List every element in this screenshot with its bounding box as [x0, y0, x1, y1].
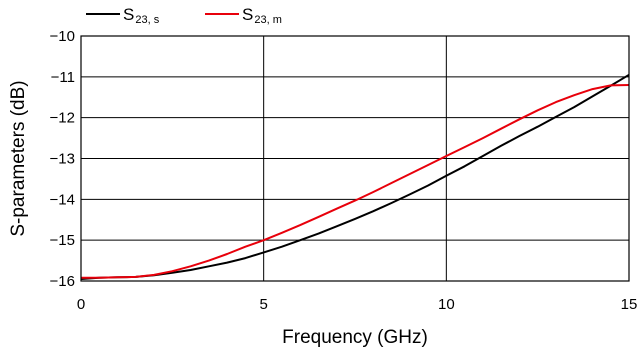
y-tick-label: −12 — [50, 110, 75, 127]
legend-subscript-2: 23, m — [254, 14, 282, 26]
y-axis-title: S-parameters (dB) — [8, 80, 29, 236]
y-tick-label: −11 — [51, 69, 75, 86]
legend-label-1: S23, s — [123, 5, 160, 26]
x-axis-title: Frequency (GHz) — [282, 327, 428, 348]
legend: S23, s S23, m — [86, 5, 282, 26]
grid — [80, 35, 630, 282]
x-tick-label: 15 — [621, 296, 638, 313]
x-tick-label: 0 — [77, 296, 85, 313]
series-line-1 — [80, 73, 630, 280]
x-tick-label: 10 — [438, 296, 455, 313]
y-tick-label: −16 — [50, 273, 75, 290]
series-line-2 — [81, 84, 630, 279]
tick-labels: 0 5 10 15 −10 −11 −12 −13 −14 −15 −16 — [50, 28, 638, 313]
legend-subscript-1: 23, s — [135, 14, 159, 26]
y-tick-label: −14 — [50, 191, 75, 208]
y-tick-label: −10 — [50, 28, 75, 45]
plot-frame — [80, 35, 630, 282]
legend-label-2: S23, m — [242, 5, 282, 26]
y-tick-label: −13 — [50, 151, 75, 168]
y-tick-label: −15 — [50, 232, 75, 249]
series-lines — [80, 73, 630, 280]
x-tick-label: 5 — [259, 296, 267, 313]
